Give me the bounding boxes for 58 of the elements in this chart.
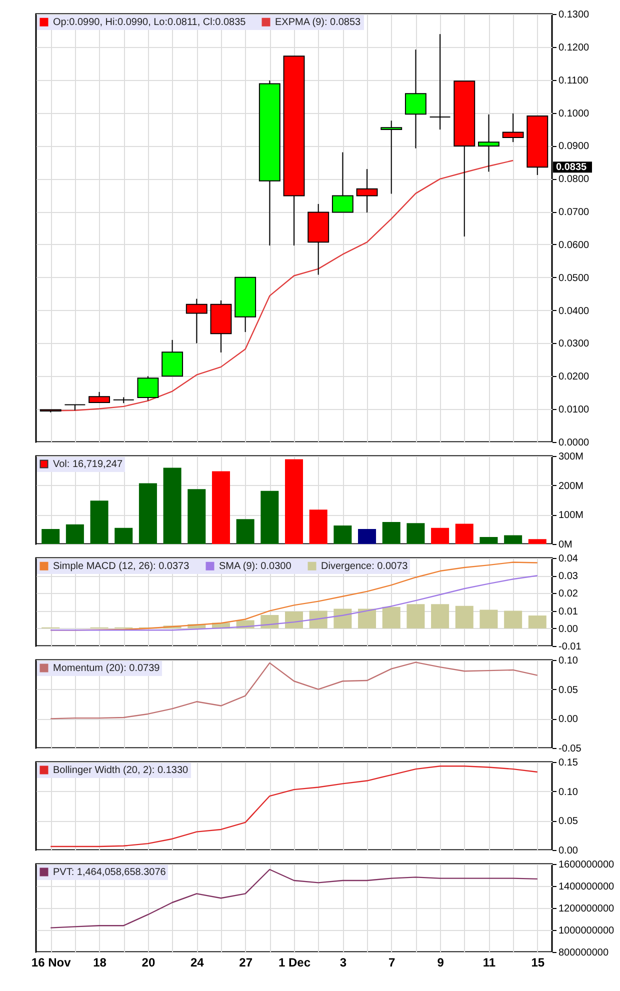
y-tick-label: 300M (558, 452, 584, 462)
y-tick-label: 0.0700 (558, 207, 590, 218)
y-tick-label: 0.00 (558, 846, 578, 856)
y-tick-label: 800000000 (558, 948, 609, 958)
y-tick-label: 0.15 (558, 758, 578, 768)
y-tick-label: 0.0200 (558, 372, 590, 383)
y-tick-label: 0.0500 (558, 272, 590, 284)
y-tick-label: 0.10 (558, 786, 578, 798)
legend-label: Vol: 16,719,247 (53, 459, 123, 470)
y-tick-label: 200M (558, 480, 584, 492)
y-tick-label: 0.0300 (558, 338, 590, 350)
legend-label: Momentum (20): 0.0739 (53, 663, 160, 674)
x-tick-label: 7 (388, 956, 396, 970)
y-tick-label: 0.02 (558, 588, 578, 600)
legend-label: Simple MACD (12, 26): 0.0373 (53, 561, 190, 572)
y-tick-label: 1000000000 (558, 926, 615, 936)
legend-label: Divergence: 0.0073 (321, 561, 408, 572)
y-tick-label: 0.1100 (558, 75, 589, 86)
x-tick-label: 1 Dec (278, 956, 311, 970)
x-tick-label: 18 (93, 956, 107, 970)
y-tick-label: 1200000000 (558, 904, 615, 914)
x-tick-label: 11 (482, 956, 496, 970)
x-tick-label: 16 Nov (31, 956, 72, 970)
x-tick-label: 3 (340, 956, 347, 970)
y-tick-label: 1400000000 (558, 882, 615, 892)
x-tick-label: 27 (239, 956, 253, 970)
y-tick-label: 0.0400 (558, 306, 590, 317)
x-tick-label: 15 (531, 956, 545, 970)
y-tick-label: 0.05 (558, 684, 578, 696)
y-tick-label: -0.05 (558, 744, 582, 754)
x-tick-label: 9 (437, 956, 444, 970)
y-tick-label: 0.00 (558, 714, 578, 726)
y-tick-label: 0.05 (558, 816, 578, 828)
y-tick-label: -0.01 (558, 642, 582, 652)
y-tick-label: 0.1000 (558, 108, 590, 120)
y-tick-label: 0.0800 (558, 174, 590, 186)
y-tick-label: 0.04 (558, 554, 578, 564)
legend-label: EXPMA (9): 0.0853 (275, 17, 362, 28)
y-tick-label: 0.01 (558, 606, 578, 618)
legend-label: Bollinger Width (20, 2): 0.1330 (53, 765, 189, 776)
y-tick-label: 100M (558, 510, 584, 522)
y-tick-label: 0.00 (558, 624, 578, 635)
x-tick-label: 24 (190, 956, 204, 970)
y-tick-label: 0M (558, 540, 572, 550)
y-tick-label: 0.10 (558, 656, 578, 666)
y-tick-label: 0.1300 (558, 10, 590, 20)
legend-label: SMA (9): 0.0300 (219, 561, 292, 572)
y-tick-label: 0.0600 (558, 240, 590, 251)
legend-label: Op:0.0990, Hi:0.0990, Lo:0.0811, Cl:0.0835 (53, 17, 246, 28)
y-tick-label: 1600000000 (558, 860, 615, 870)
x-tick-label: 20 (142, 956, 156, 970)
y-tick-label: 0.0000 (558, 438, 590, 448)
y-tick-label: 0.0900 (558, 141, 590, 152)
y-tick-label: 0.0100 (558, 404, 590, 416)
y-tick-label: 0.1200 (558, 42, 590, 54)
annotation: 0.0835 (556, 162, 588, 174)
y-tick-label: 0.03 (558, 571, 578, 582)
legend-label: PVT: 1,464,058,658.3076 (53, 867, 166, 878)
